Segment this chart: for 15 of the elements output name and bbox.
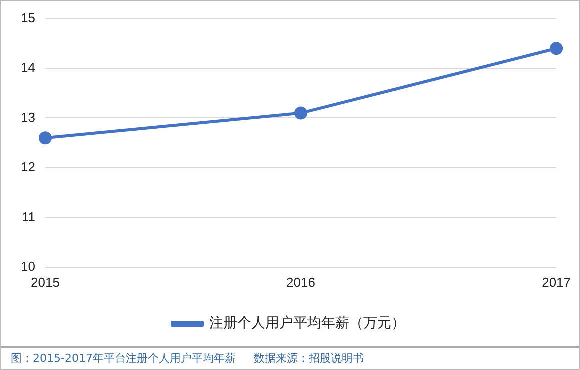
x-tick-label: 2017 <box>542 274 571 290</box>
y-tick-label: 10 <box>20 258 36 274</box>
y-tick-label: 13 <box>20 110 36 125</box>
x-tick-label: 2016 <box>286 274 316 290</box>
y-tick-label: 15 <box>20 10 36 26</box>
point <box>550 42 564 56</box>
legend-label: 注册个人用户平均年薪（万元） <box>210 316 406 332</box>
x-tick-label: 2015 <box>31 274 60 290</box>
point <box>294 106 308 120</box>
source-note: 数据来源：招股说明书 <box>254 352 364 365</box>
point <box>38 132 52 145</box>
y-tick-label: 12 <box>20 160 36 175</box>
text: 图：2015-2017年平台注册个人用户平均年薪 <box>11 352 236 365</box>
y-tick-label: 14 <box>20 60 36 76</box>
y-tick-label: 11 <box>22 209 36 224</box>
